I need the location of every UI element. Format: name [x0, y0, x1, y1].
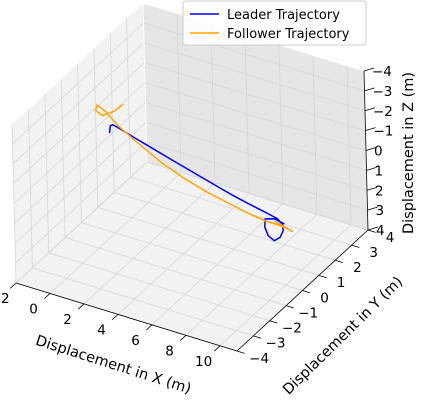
z-tick: [363, 67, 375, 72]
z-tick-label: −2: [373, 104, 393, 120]
data-series: [94, 104, 294, 242]
legend: Leader Trajectory Follower Trajectory: [182, 0, 367, 46]
axis-panes: [12, 3, 368, 351]
y-tick-label: 1: [337, 275, 346, 291]
x-tick-label: 0: [29, 302, 38, 318]
z-tick: [364, 87, 375, 92]
z-tick: [366, 186, 378, 191]
y-tick: [302, 290, 311, 294]
z-tick-label: 2: [375, 183, 384, 199]
z-tick: [366, 167, 377, 171]
z-tick-label: 4: [376, 223, 385, 239]
x-tick-label: −2: [0, 291, 10, 307]
x-tick: [43, 293, 51, 300]
y-tick: [269, 320, 278, 324]
z-tick-label: −3: [373, 84, 393, 100]
y-tick-label: −4: [249, 351, 269, 367]
z-tick: [364, 107, 376, 112]
y-tick: [253, 335, 262, 339]
x-tick-label: 4: [97, 323, 106, 339]
y-tick: [367, 229, 376, 233]
follower-trajectory-line: [94, 104, 294, 233]
z-axis-label: Displacement in Z (m): [401, 72, 417, 234]
x-axis-line: [15, 282, 238, 352]
y-tick: [318, 274, 327, 279]
legend-label-follower: Follower Trajectory: [227, 27, 350, 42]
x-tick: [145, 324, 153, 331]
x-tick-label: 10: [195, 354, 212, 370]
y-tick-label: 0: [320, 290, 329, 306]
y-tick: [351, 244, 360, 248]
pane-edge-corner: [142, 2, 148, 163]
z-tick: [367, 226, 379, 231]
z-tick-label: 0: [374, 144, 383, 160]
z-tick: [365, 147, 377, 151]
x-tick: [213, 345, 221, 352]
x-tick: [77, 303, 85, 310]
x-tick-label: 8: [165, 343, 174, 359]
y-tick-label: −3: [266, 336, 286, 352]
x-tick: [111, 314, 119, 320]
y-tick-label: 3: [369, 245, 378, 261]
y-tick-label: 4: [386, 230, 395, 246]
z-tick-label: 3: [376, 203, 385, 219]
z-tick: [367, 206, 378, 211]
z-tick-label: 1: [375, 163, 384, 179]
tick-marks: [9, 67, 379, 354]
y-tick-label: −1: [298, 305, 318, 321]
y-tick-label: −2: [282, 321, 302, 337]
y-tick-label: 2: [353, 260, 362, 276]
x-tick: [9, 282, 17, 289]
x-tick-label: 2: [63, 312, 72, 328]
z-tick-label: −4: [372, 64, 392, 80]
legend-frame: [182, 0, 367, 46]
z-tick-label: −1: [374, 124, 394, 140]
y-tick: [335, 259, 344, 263]
legend-label-leader: Leader Trajectory: [227, 8, 340, 23]
x-tick: [179, 335, 187, 341]
y-tick: [286, 305, 294, 309]
y-tick: [236, 350, 245, 354]
z-tick: [365, 127, 376, 132]
x-tick-label: 6: [131, 333, 140, 349]
